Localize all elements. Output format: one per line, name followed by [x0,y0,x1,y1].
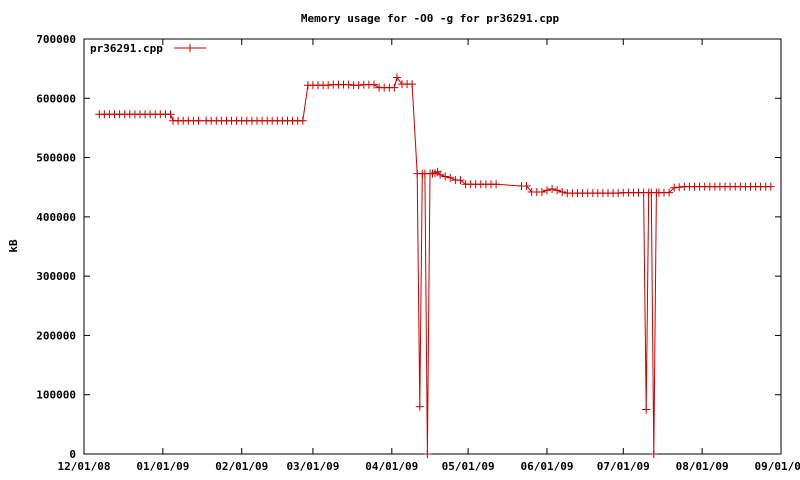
x-tick-label: 05/01/09 [442,460,495,473]
x-tick-label: 07/01/09 [597,460,650,473]
y-tick-label: 600000 [36,92,76,105]
data-point [423,450,432,458]
data-point [370,80,378,89]
legend: pr36291.cpp [90,42,206,55]
y-axis-ticks: 0 100000 200000 300000 400000 500000 600000 700… [36,33,781,461]
data-point [415,402,424,411]
data-point [522,182,531,190]
y-tick-label: 200000 [36,329,76,342]
y-tick-label: 500000 [36,152,76,165]
data-point [670,183,679,192]
chart-title: Memory usage for -O0 -g for pr36291.cpp [301,12,560,25]
data-point [390,83,399,92]
plot-frame [83,38,782,455]
data-point [665,188,674,197]
x-tick-label: 01/01/09 [136,460,189,473]
data-point [456,176,465,185]
x-tick-label: 02/01/09 [215,460,268,473]
data-point [324,81,333,90]
legend-label: pr36291.cpp [90,42,163,55]
y-tick-label: 0 [69,448,76,461]
y-axis-label: kB [7,239,20,253]
data-point [553,186,562,195]
y-tick-label: 400000 [36,211,76,224]
data-point [548,185,557,193]
data-point [558,188,567,196]
x-tick-label: 12/01/08 [58,460,111,473]
series-line [99,76,771,455]
data-point [354,81,363,90]
x-tick-label: 03/01/09 [286,460,339,473]
data-point [649,450,658,458]
x-tick-label: 08/01/09 [676,460,729,473]
data-point [166,110,175,119]
data-point [543,186,551,195]
legend-marker [186,44,194,52]
data-point [392,73,401,82]
data-point [537,188,546,196]
x-axis-ticks: 12/01/08 01/01/09 02/01/09 03/01/09 04/01/09… [58,39,800,473]
x-tick-label: 06/01/09 [520,460,573,473]
data-point [436,170,445,179]
y-tick-label: 700000 [36,33,76,46]
series-pr36291 [95,73,775,458]
data-point [408,80,417,89]
data-point [642,405,651,414]
data-point [441,172,450,181]
data-point [298,116,307,125]
data-point [194,116,203,125]
data-point [492,180,501,189]
y-tick-label: 300000 [36,270,76,283]
data-point [446,173,455,182]
x-tick-label: 04/01/09 [365,460,418,473]
x-tick-label: 09/01/09 [755,460,800,473]
data-point [675,183,684,192]
data-point [344,80,353,89]
y-tick-label: 100000 [36,389,76,402]
data-point [766,182,775,191]
